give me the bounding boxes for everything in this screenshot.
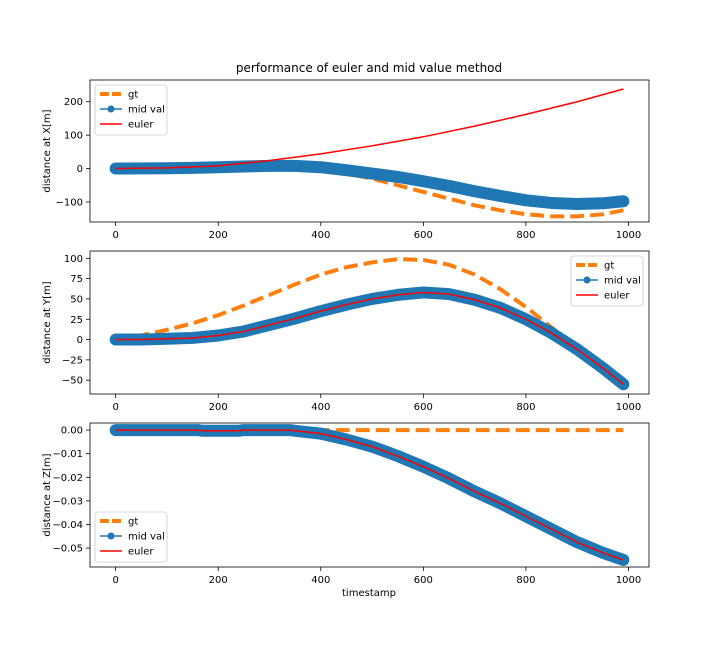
x-tick-label: 1000 — [616, 402, 641, 413]
x-tick-label: 0 — [112, 575, 118, 586]
subplot-3: 0 200 400 600 800 1000 −0.05 −0.04 −0.03 −0.02 −0.… — [42, 422, 650, 586]
y-tick-label: −25 — [62, 355, 83, 366]
y-tick-label: 75 — [70, 274, 83, 285]
plot-area — [109, 424, 630, 566]
x-tick-label: 0 — [112, 402, 118, 413]
plot-frame — [89, 250, 650, 395]
figure-title: performance of euler and mid value metho… — [236, 61, 502, 75]
legend-mid-val-marker — [107, 105, 115, 113]
series-mid-val-point — [572, 198, 583, 209]
plot-area — [109, 88, 630, 219]
subplot-1: 0 200 400 600 800 1000 −100 0 100 200 distance at … — [42, 79, 650, 241]
legend-mid-val-marker — [583, 276, 591, 284]
legend-euler-label: euler — [604, 291, 630, 302]
x-tick-label: 600 — [414, 575, 433, 586]
y-tick-label: 100 — [64, 254, 83, 265]
legend: gt mid val euler — [94, 511, 168, 563]
plot-area — [109, 257, 630, 391]
legend-box — [94, 84, 168, 136]
series-mid-val-point — [187, 162, 198, 173]
y-tick-label: 0 — [77, 164, 83, 175]
y-tick-label: −100 — [56, 197, 83, 208]
series-mid-val-point — [341, 165, 352, 176]
series-mid-val-point — [213, 162, 224, 173]
series-mid-val-point — [264, 160, 275, 171]
series-mid-val-point — [495, 190, 506, 201]
series-mid-val-point — [618, 196, 629, 207]
x-tick-label: 200 — [209, 575, 228, 586]
series-mid-val-point — [290, 160, 301, 171]
y-tick-label: 0 — [77, 335, 83, 346]
series-mid-val-point — [597, 198, 608, 209]
series-mid-val-point — [520, 195, 531, 206]
series-euler-line — [115, 429, 624, 561]
plot-frame — [89, 79, 650, 223]
plot-frame — [89, 422, 650, 568]
y-tick-label: −0.02 — [52, 473, 83, 484]
x-tick-label: 200 — [209, 402, 228, 413]
x-tick-label: 400 — [311, 575, 330, 586]
legend-euler-label: euler — [128, 547, 154, 558]
y-tick-label: 25 — [70, 315, 83, 326]
legend-gt-label: gt — [604, 261, 614, 272]
subplot-2: 0 200 400 600 800 1000 −50 −25 0 25 50 75 100 distanc… — [42, 250, 650, 413]
x-tick-label: 600 — [414, 402, 433, 413]
y-tick-label: 100 — [64, 131, 83, 142]
x-tick-label: 1000 — [616, 230, 641, 241]
x-tick-label: 1000 — [616, 575, 641, 586]
legend-mid-val-label: mid val — [128, 532, 165, 543]
y-tick-label: 200 — [64, 97, 83, 108]
legend-mid-val-label: mid val — [128, 105, 165, 116]
y-tick-label: 0.00 — [61, 426, 83, 437]
x-tick-label: 400 — [311, 230, 330, 241]
legend: gt mid val euler — [94, 84, 168, 136]
x-tick-label: 800 — [516, 575, 535, 586]
x-tick-label: 600 — [414, 230, 433, 241]
legend-box — [94, 511, 168, 563]
series-mid-val-point — [443, 180, 454, 191]
series-euler-line — [115, 291, 624, 385]
series-mid-val-point — [418, 176, 429, 187]
x-tick-label: 400 — [311, 402, 330, 413]
y-tick-label: 50 — [70, 294, 83, 305]
legend-gt-label: gt — [128, 517, 138, 528]
x-tick-label: 800 — [516, 402, 535, 413]
x-axis-label: timestamp — [342, 588, 396, 599]
x-tick-label: 200 — [209, 230, 228, 241]
legend-euler-label: euler — [128, 120, 154, 131]
y-tick-label: −50 — [62, 376, 83, 387]
series-mid-val-point — [469, 186, 480, 197]
series-mid-val-point — [392, 171, 403, 182]
x-tick-label: 0 — [112, 230, 118, 241]
y-tick-label: −0.04 — [52, 520, 83, 531]
x-tick-label: 800 — [516, 230, 535, 241]
y-tick-label: −0.01 — [52, 449, 83, 460]
legend-gt-label: gt — [128, 90, 138, 101]
legend-mid-val-label: mid val — [604, 276, 641, 287]
y-axis-label: distance at Y[m] — [42, 281, 53, 364]
y-tick-label: −0.03 — [52, 496, 83, 507]
legend-mid-val-marker — [107, 532, 115, 540]
series-mid-val-point — [367, 168, 378, 179]
legend: gt mid val euler — [570, 255, 644, 307]
legend-box — [570, 255, 644, 307]
y-axis-label: distance at Z[m] — [42, 453, 53, 536]
y-axis-label: distance at X[m] — [42, 109, 53, 192]
series-euler-line — [115, 88, 624, 170]
series-mid-val-point — [315, 162, 326, 173]
y-tick-label: −0.05 — [52, 544, 83, 555]
series-gt-line — [115, 257, 579, 350]
series-mid-val-point — [546, 197, 557, 208]
